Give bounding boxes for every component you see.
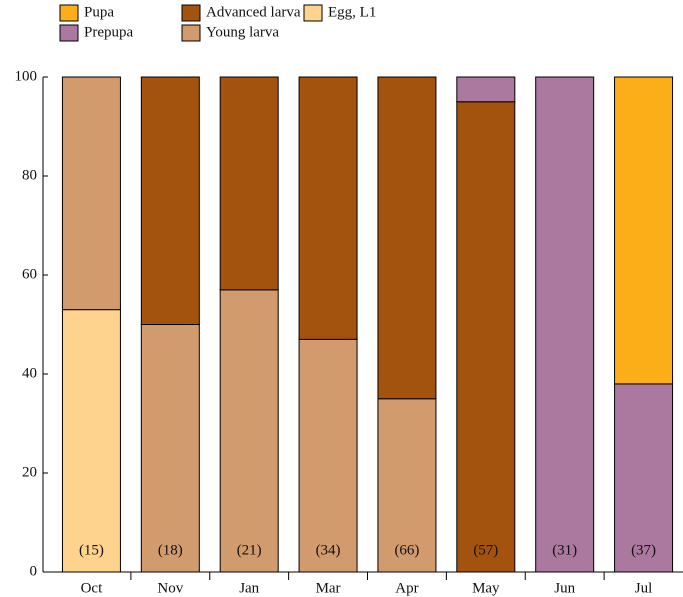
- sample-size-label: (18): [158, 542, 183, 558]
- bar-segment: [614, 76, 674, 385]
- legend-label: Advanced larva: [206, 4, 301, 20]
- bar-segment: [456, 76, 516, 103]
- bar-segment: [140, 324, 200, 573]
- bar-segment: [456, 101, 516, 573]
- bar-segment: [61, 309, 121, 573]
- legend-swatch: [303, 4, 323, 22]
- sample-size-label: (31): [552, 542, 577, 558]
- sample-size-label: (34): [316, 542, 341, 558]
- x-tick-label: May: [472, 580, 500, 596]
- legend-swatch: [59, 4, 79, 22]
- sample-size-label: (66): [394, 542, 419, 558]
- y-tick-label: 100: [15, 68, 38, 84]
- bar-segment: [140, 76, 200, 325]
- bar-segment: [377, 76, 437, 400]
- bar-segment: [219, 76, 279, 291]
- sample-size-label: (15): [79, 542, 104, 558]
- y-tick-label: 40: [22, 365, 37, 381]
- bar-segment: [377, 398, 437, 573]
- y-tick-label: 0: [30, 563, 38, 579]
- sample-size-label: (57): [473, 542, 498, 558]
- legend-swatch: [181, 4, 201, 22]
- bar-segment: [219, 289, 279, 573]
- bar-segment: [298, 76, 358, 340]
- x-tick-label: Mar: [316, 580, 341, 596]
- x-tick-label: Jan: [239, 580, 259, 596]
- legend-label: Pupa: [84, 4, 114, 20]
- bar-segment: [535, 76, 595, 573]
- legend-swatch: [181, 24, 201, 42]
- x-tick-label: Jul: [635, 580, 653, 596]
- bar-segment: [298, 338, 358, 573]
- y-tick-label: 60: [22, 266, 37, 282]
- x-tick-label: Oct: [81, 580, 103, 596]
- x-tick-label: Nov: [157, 580, 183, 596]
- legend-swatch: [59, 24, 79, 42]
- x-tick-label: Jun: [554, 580, 575, 596]
- x-tick-label: Apr: [395, 580, 418, 596]
- legend-label: Prepupa: [84, 24, 133, 40]
- bar-segment: [614, 383, 674, 573]
- y-tick-label: 80: [22, 167, 37, 183]
- bar-segment: [61, 76, 121, 311]
- legend-label: Egg, L1: [328, 4, 376, 20]
- legend-label: Young larva: [206, 24, 279, 40]
- y-tick-label: 20: [22, 464, 37, 480]
- sample-size-label: (37): [631, 542, 656, 558]
- sample-size-label: (21): [237, 542, 262, 558]
